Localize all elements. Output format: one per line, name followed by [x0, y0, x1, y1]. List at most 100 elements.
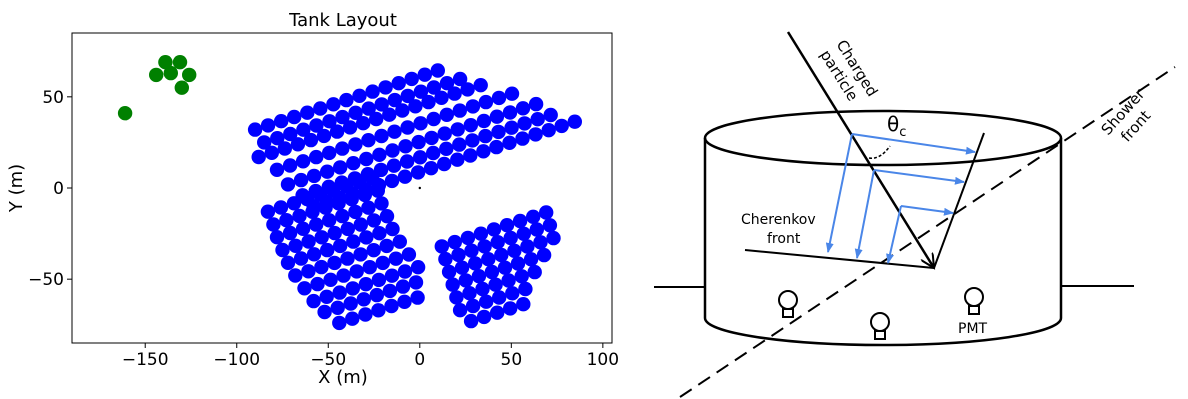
main-tank-point — [375, 255, 390, 271]
main-tank-point — [411, 134, 426, 150]
main-tank-point — [465, 99, 481, 114]
main-tank-point — [395, 103, 410, 118]
main-tank-point — [439, 141, 454, 156]
main-tank-point — [319, 289, 334, 304]
main-tank-point — [526, 209, 541, 224]
main-tank-point — [465, 298, 481, 314]
main-tank-point — [327, 255, 342, 271]
main-tank-point — [397, 169, 413, 184]
main-tank-point — [282, 225, 298, 241]
pmt-bulb — [870, 312, 890, 332]
main-tank-point — [512, 213, 528, 229]
pmt-base — [874, 330, 886, 340]
main-tank-point — [369, 287, 384, 303]
cherenkov-angle-arc — [868, 145, 891, 159]
main-tank-point — [527, 264, 542, 280]
main-tank-point — [335, 208, 350, 224]
main-tank-point — [309, 149, 324, 165]
main-tank-point — [336, 268, 351, 283]
main-tank-point — [247, 122, 263, 137]
photon-ray — [851, 133, 976, 155]
main-tank-point — [340, 221, 355, 237]
shower-front-line — [679, 66, 1176, 398]
main-tank-point — [530, 112, 545, 127]
main-tank-point — [260, 204, 276, 219]
main-tank-point — [333, 238, 348, 254]
main-tank-point — [300, 105, 315, 120]
main-tank-point — [426, 80, 442, 95]
main-tank-point — [397, 294, 412, 309]
main-tank-point — [476, 144, 491, 159]
main-tank-point — [293, 251, 309, 266]
main-tank-point — [449, 290, 464, 305]
main-tank-point — [528, 96, 544, 112]
main-tank-point — [439, 76, 455, 91]
main-tank-point — [476, 113, 492, 129]
main-tank-point — [332, 315, 347, 331]
outrigger-tank-point — [182, 67, 197, 83]
pmt-label: PMT — [958, 321, 988, 337]
main-tank-point — [317, 304, 332, 320]
main-tank-point — [489, 139, 504, 155]
y-tick-label: 50 — [42, 88, 64, 108]
main-tank-point — [370, 183, 385, 198]
main-tank-point — [358, 307, 373, 322]
main-tank-point — [361, 200, 376, 215]
main-tank-point — [361, 133, 376, 148]
main-tank-point — [366, 243, 381, 258]
main-tank-point — [346, 156, 361, 171]
main-tank-point — [379, 209, 395, 224]
main-tank-point — [499, 218, 515, 233]
main-tank-point — [273, 200, 289, 215]
main-tank-point — [450, 122, 465, 137]
main-tank-point — [397, 264, 413, 279]
chart-title: Tank Layout — [288, 10, 397, 31]
main-tank-point — [437, 126, 452, 141]
main-tank-point — [361, 101, 376, 116]
main-tank-point — [491, 90, 507, 106]
main-tank-point — [365, 170, 380, 186]
main-tank-point — [518, 281, 533, 297]
main-tank-point — [374, 97, 389, 112]
main-tank-point — [299, 191, 315, 207]
photon-ray — [900, 205, 954, 216]
main-tank-point — [290, 137, 306, 152]
main-tank-point — [465, 133, 480, 148]
water-tank — [703, 109, 1063, 347]
main-tank-point — [251, 149, 266, 165]
main-tank-point — [398, 139, 413, 154]
main-tank-point — [413, 150, 428, 165]
main-tank-point — [372, 147, 387, 162]
main-tank-point — [504, 120, 519, 135]
main-tank-point — [365, 84, 380, 99]
y-tick-label: 0 — [53, 179, 64, 199]
main-tank-point — [257, 135, 272, 150]
main-tank-point — [314, 259, 329, 275]
main-tank-point — [374, 128, 389, 144]
main-tank-point — [356, 116, 371, 131]
main-tank-point — [266, 217, 281, 232]
main-tank-point — [489, 109, 505, 124]
main-tank-point — [372, 226, 387, 241]
main-tank-point — [305, 204, 320, 219]
main-tank-point — [356, 292, 371, 307]
main-tank-point — [516, 226, 531, 241]
main-tank-point — [468, 256, 483, 271]
main-tank-point — [501, 273, 516, 288]
main-tank-point — [481, 252, 496, 267]
main-tank-point — [366, 213, 382, 228]
main-tank-point — [357, 187, 372, 203]
main-tank-point — [301, 234, 316, 249]
main-tank-point — [410, 290, 425, 305]
main-tank-point — [424, 130, 439, 146]
pmt-right — [964, 287, 984, 315]
main-tank-point — [296, 122, 311, 137]
main-tank-point — [451, 247, 466, 263]
main-tank-point — [478, 128, 493, 144]
main-tank-point — [339, 179, 354, 194]
pmt-left — [778, 290, 798, 318]
main-tank-point — [392, 234, 407, 249]
main-tank-point — [312, 187, 328, 202]
main-tank-point — [447, 234, 462, 250]
outrigger-tank-point — [158, 55, 173, 70]
